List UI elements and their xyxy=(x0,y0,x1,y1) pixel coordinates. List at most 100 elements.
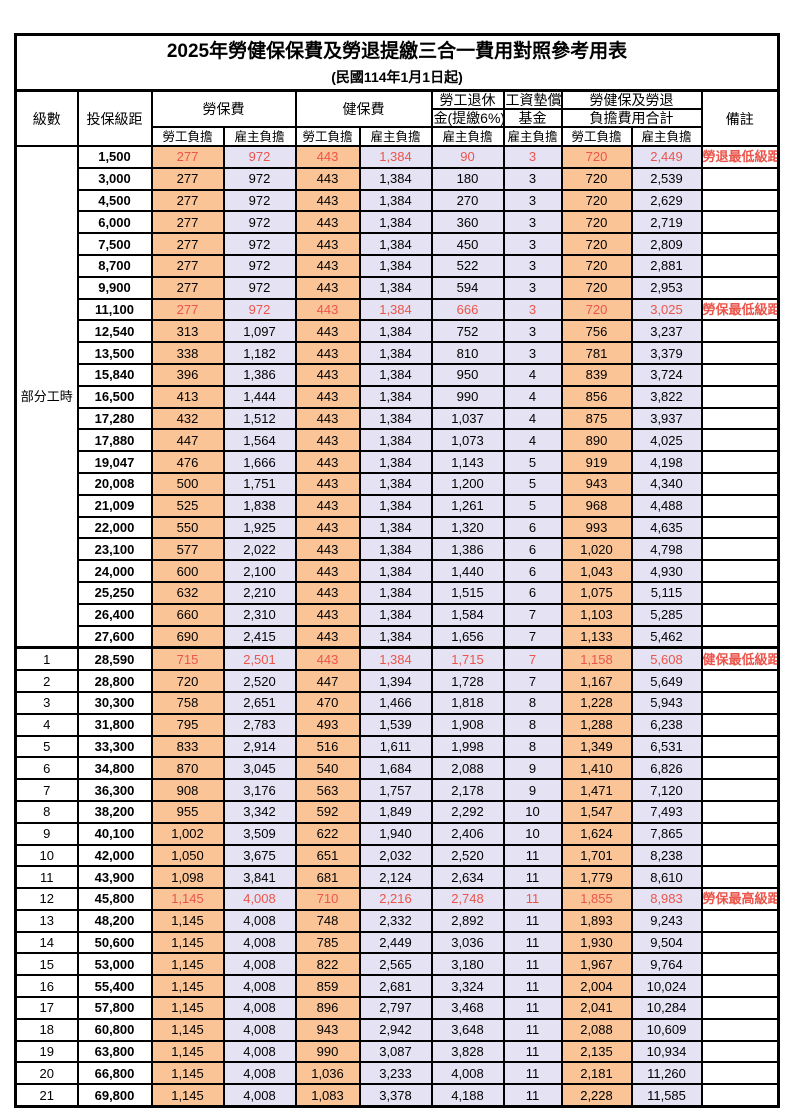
bracket-cell: 12,540 xyxy=(76,319,153,344)
remark-cell xyxy=(700,493,780,518)
bracket-cell: 53,000 xyxy=(76,952,153,977)
fee-cell: 11,260 xyxy=(630,1061,703,1086)
table-row: 15 53,000 1,145 4,008 822 2,565 3,180 11 1,967 9,… xyxy=(14,952,780,977)
fee-cell: 2,032 xyxy=(358,843,433,868)
level-cell: 10 xyxy=(14,843,79,868)
fee-cell: 1,384 xyxy=(358,471,433,496)
level-cell: 15 xyxy=(14,952,79,977)
fee-cell: 1,666 xyxy=(222,450,297,474)
fee-cell: 1,384 xyxy=(358,253,433,278)
fee-cell: 3,675 xyxy=(222,843,297,868)
fee-cell: 3 xyxy=(502,275,563,300)
fee-cell: 1,728 xyxy=(430,669,505,693)
fee-cell: 9 xyxy=(502,778,563,802)
fee-cell: 9 xyxy=(502,756,563,781)
fee-comparison-table: 2025年勞健保保費及勞退提繳三合一費用對照參考用表 (民國114年1月1日起)… xyxy=(14,33,781,1109)
remark-cell xyxy=(700,341,780,365)
fee-cell: 4 xyxy=(502,428,563,453)
fee-cell: 690 xyxy=(150,624,225,649)
table-row: 4 31,800 795 2,783 493 1,539 1,908 8 1,288 6,238 xyxy=(14,712,780,737)
table-row: 12 45,800 1,145 4,008 710 2,216 2,748 11 1,855 8,… xyxy=(14,887,780,911)
fee-cell: 1,779 xyxy=(560,865,633,890)
fee-cell: 10,609 xyxy=(630,1017,703,1042)
fee-cell: 1,145 xyxy=(150,1061,225,1086)
fee-cell: 3 xyxy=(502,319,563,344)
table-row: 7 36,300 908 3,176 563 1,757 2,178 9 1,471 7,120 xyxy=(14,778,780,802)
fee-cell: 2,797 xyxy=(358,996,433,1020)
fee-cell: 493 xyxy=(294,712,361,737)
fee-cell: 955 xyxy=(150,799,225,824)
remark-cell xyxy=(700,450,780,474)
fee-cell: 577 xyxy=(150,537,225,562)
fee-cell: 1,444 xyxy=(222,384,297,409)
level-cell: 19 xyxy=(14,1039,79,1064)
fee-cell: 2,881 xyxy=(630,253,703,278)
fee-cell: 432 xyxy=(150,406,225,431)
remark-cell xyxy=(700,821,780,846)
fee-cell: 443 xyxy=(294,602,361,627)
table-row: 21 69,800 1,145 4,008 1,083 3,378 4,188 11 2,228… xyxy=(14,1083,780,1108)
fee-cell: 2,088 xyxy=(430,756,505,781)
fee-cell: 277 xyxy=(150,188,225,213)
fee-cell: 1,394 xyxy=(358,669,433,693)
fee-cell: 9,504 xyxy=(630,930,703,955)
fee-cell: 3 xyxy=(502,166,563,191)
fee-cell: 666 xyxy=(430,297,505,322)
remark-cell xyxy=(700,319,780,344)
fee-cell: 710 xyxy=(294,887,361,911)
remark-cell xyxy=(700,537,780,562)
fee-cell: 1,684 xyxy=(358,756,433,781)
table-row: 20 66,800 1,145 4,008 1,036 3,233 4,008 11 2,181… xyxy=(14,1061,780,1086)
fee-cell: 1,320 xyxy=(430,515,505,540)
bracket-cell: 17,880 xyxy=(76,428,153,453)
bracket-cell: 9,900 xyxy=(76,275,153,300)
fee-cell: 1,384 xyxy=(358,210,433,235)
table-row: 13,500 338 1,182 443 1,384 810 3 781 3,379 xyxy=(16,341,780,365)
fee-cell: 270 xyxy=(430,188,505,213)
remark-cell xyxy=(700,930,780,955)
level-cell: 3 xyxy=(14,690,79,715)
fee-cell: 11,585 xyxy=(630,1083,703,1108)
fee-cell: 9,243 xyxy=(630,908,703,933)
fee-cell: 1,384 xyxy=(358,580,433,605)
bracket-cell: 17,280 xyxy=(76,406,153,431)
bracket-cell: 69,800 xyxy=(76,1083,153,1108)
fee-cell: 1,384 xyxy=(358,515,433,540)
fee-cell: 720 xyxy=(560,253,633,278)
fee-cell: 522 xyxy=(430,253,505,278)
fee-cell: 1,384 xyxy=(358,559,433,583)
fee-cell: 4,340 xyxy=(630,471,703,496)
fee-cell: 4,008 xyxy=(222,887,297,911)
fee-cell: 1,036 xyxy=(294,1061,361,1086)
fee-cell: 2,449 xyxy=(630,145,703,169)
fee-cell: 1,656 xyxy=(430,624,505,649)
fee-cell: 1,228 xyxy=(560,690,633,715)
fee-cell: 993 xyxy=(560,515,633,540)
bracket-cell: 33,300 xyxy=(76,734,153,759)
remark-cell xyxy=(700,515,780,540)
fee-cell: 6 xyxy=(502,559,563,583)
bracket-cell: 36,300 xyxy=(76,778,153,802)
remark-cell: 勞退最低級距 xyxy=(700,145,780,169)
fee-cell: 3,180 xyxy=(430,952,505,977)
level-cell: 1 xyxy=(14,646,79,672)
fee-cell: 943 xyxy=(560,471,633,496)
level-cell: 14 xyxy=(14,930,79,955)
table-row: 17,280 432 1,512 443 1,384 1,037 4 875 3,937 xyxy=(16,406,780,431)
col-header-pension-bottom: 金(提繳6%) xyxy=(430,108,505,128)
subheader-total-employee: 勞工負擔 xyxy=(560,126,633,147)
fee-cell: 3 xyxy=(502,341,563,365)
fee-cell: 720 xyxy=(560,166,633,191)
col-header-total-bottom: 負擔費用合計 xyxy=(560,108,703,128)
fee-cell: 550 xyxy=(150,515,225,540)
fee-cell: 1,133 xyxy=(560,624,633,649)
fee-cell: 3,724 xyxy=(630,362,703,387)
fee-cell: 1,083 xyxy=(294,1083,361,1108)
fee-cell: 11 xyxy=(502,930,563,955)
fee-cell: 1,701 xyxy=(560,843,633,868)
col-header-remark: 備註 xyxy=(700,89,780,147)
fee-cell: 1,384 xyxy=(358,232,433,256)
fee-cell: 785 xyxy=(294,930,361,955)
col-header-pension-top: 勞工退休 xyxy=(430,89,505,110)
fee-cell: 3 xyxy=(502,210,563,235)
